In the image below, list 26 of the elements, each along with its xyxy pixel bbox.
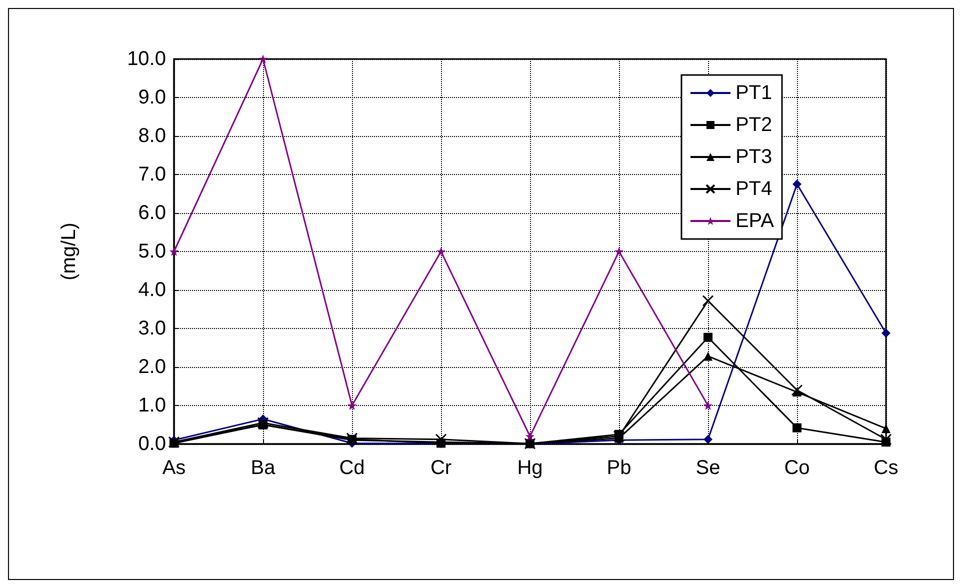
x-tick-label: Ba <box>250 457 276 479</box>
y-tick-label: 0.0 <box>138 433 166 455</box>
y-tick-label: 1.0 <box>138 394 166 416</box>
x-tick-label: Cr <box>430 457 452 479</box>
y-tick-label: 3.0 <box>138 318 166 340</box>
y-tick-label: 8.0 <box>138 125 166 147</box>
y-tick-label: 10.0 <box>127 48 166 70</box>
x-tick-label: Co <box>784 457 810 479</box>
legend-label: PT1 <box>735 82 772 104</box>
legend-label: PT3 <box>735 146 772 168</box>
x-tick-label: Pb <box>606 457 632 479</box>
y-tick-label: 4.0 <box>138 279 166 301</box>
x-tick-label: Cd <box>339 457 365 479</box>
y-tick-label: 6.0 <box>138 202 166 224</box>
x-tick-label: As <box>162 457 186 479</box>
legend-label: PT4 <box>735 178 772 200</box>
y-tick-label: 7.0 <box>138 164 166 186</box>
y-tick-label: 5.0 <box>138 240 166 262</box>
x-tick-label: Se <box>696 457 720 479</box>
y-tick-label: 2.0 <box>138 356 166 378</box>
y-tick-label: 9.0 <box>138 86 166 108</box>
x-tick-label: Cs <box>874 457 898 479</box>
legend-label: PT2 <box>735 114 772 136</box>
x-tick-label: Hg <box>517 457 543 479</box>
y-axis-title: (mg/L) <box>58 222 80 280</box>
legend-label: EPA <box>735 210 775 232</box>
